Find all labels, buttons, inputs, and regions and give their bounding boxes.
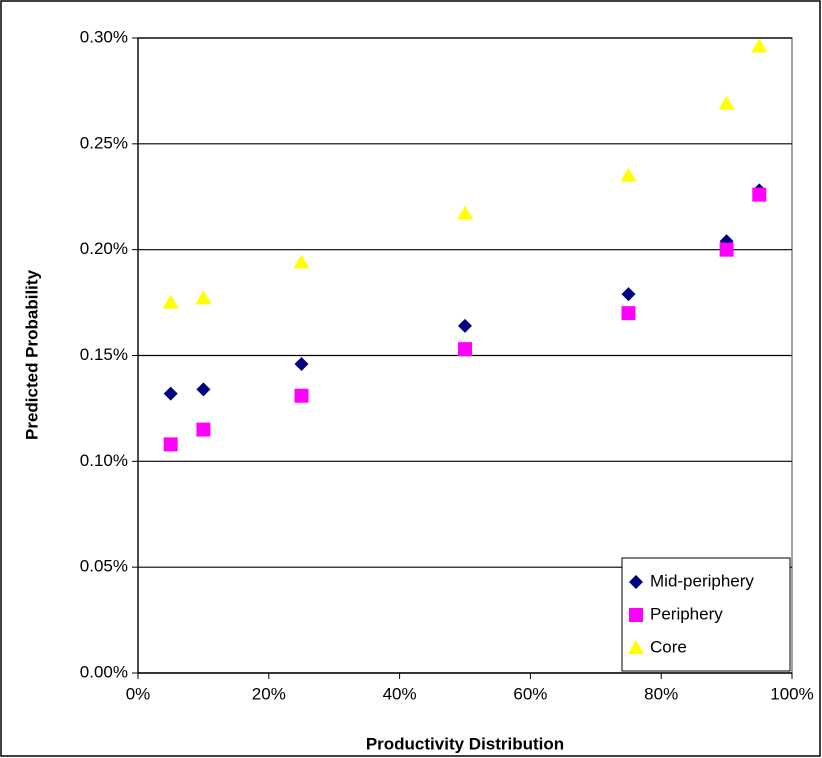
legend-box	[621, 557, 791, 672]
legend-marker	[629, 608, 643, 622]
y-tick-label: 0.05%	[80, 557, 128, 576]
legend-label: Periphery	[650, 604, 723, 623]
y-tick-label: 0.10%	[80, 451, 128, 470]
legend-marker	[628, 640, 644, 654]
y-tick-label: 0.20%	[80, 239, 128, 258]
point	[294, 356, 309, 371]
y-axis-title: Predicted Probability	[22, 269, 41, 440]
point	[621, 306, 636, 321]
x-tick-label: 0%	[126, 684, 151, 703]
x-axis-title: Productivity Distribution	[366, 734, 564, 753]
point	[163, 386, 178, 401]
point	[196, 382, 211, 397]
point	[293, 254, 310, 269]
x-tick-label: 20%	[252, 684, 286, 703]
point	[458, 318, 472, 333]
point	[294, 388, 309, 403]
legend-label: Core	[650, 637, 687, 656]
y-tick-label: 0.30%	[80, 27, 128, 46]
point	[719, 242, 734, 257]
x-tick-label: 100%	[770, 684, 813, 703]
point	[621, 287, 636, 302]
point	[620, 167, 637, 182]
point	[457, 205, 473, 220]
y-tick-label: 0.15%	[80, 345, 128, 364]
point	[751, 38, 768, 53]
x-tick-label: 40%	[383, 684, 417, 703]
x-tick-label: 60%	[513, 684, 547, 703]
point	[752, 187, 767, 202]
legend-label: Mid-periphery	[650, 571, 754, 590]
y-tick-label: 0.25%	[80, 133, 128, 152]
legend-marker	[629, 575, 643, 589]
point	[195, 290, 212, 305]
point	[196, 422, 211, 437]
x-tick-label: 80%	[644, 684, 678, 703]
point	[458, 342, 472, 357]
y-tick-label: 0.00%	[80, 662, 128, 681]
point	[718, 95, 735, 110]
point	[163, 437, 178, 452]
point	[162, 294, 179, 309]
